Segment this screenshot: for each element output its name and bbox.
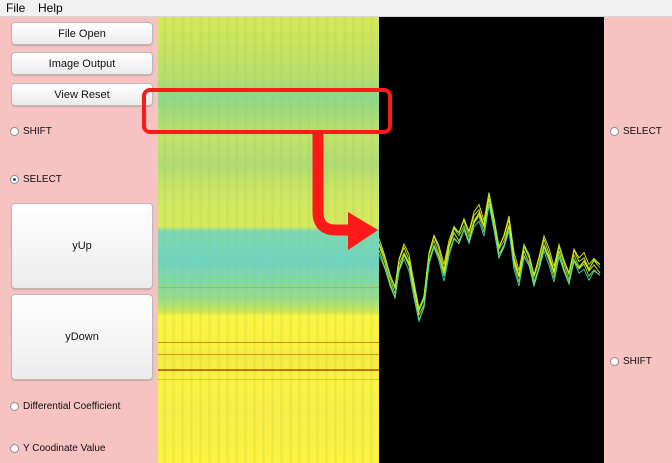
left-shift-radio-label: SHIFT (23, 126, 52, 137)
left-shift-radio[interactable]: SHIFT (10, 126, 52, 137)
view-reset-button[interactable]: View Reset (11, 83, 153, 106)
file-open-button[interactable]: File Open (11, 22, 153, 45)
right-shift-radio-dot-icon (610, 357, 619, 366)
y-coordinate-value-radio-dot-icon (10, 444, 19, 453)
menu-help[interactable]: Help (38, 1, 63, 15)
waveform-trace (379, 194, 601, 313)
waveform-trace (379, 203, 601, 322)
left-select-radio-dot-icon (10, 175, 19, 184)
heatmap-stripe (158, 379, 379, 380)
heatmap-stripe (158, 354, 379, 355)
y-coordinate-value-radio[interactable]: Y Coodinate Value (10, 443, 105, 454)
waveform-trace (379, 198, 601, 317)
right-shift-radio[interactable]: SHIFT (610, 356, 652, 367)
waveform-trace (379, 205, 601, 324)
right-shift-radio-label: SHIFT (623, 356, 652, 367)
differential-coefficient-radio-label: Differential Coefficient (23, 401, 121, 412)
right-select-radio[interactable]: SELECT (610, 126, 662, 137)
waveform-plot[interactable] (379, 17, 604, 463)
image-output-button[interactable]: Image Output (11, 52, 153, 75)
differential-coefficient-radio-dot-icon (10, 402, 19, 411)
left-select-radio[interactable]: SELECT (10, 174, 62, 185)
left-select-radio-label: SELECT (23, 174, 62, 185)
right-control-panel: SELECT SHIFT (604, 17, 672, 463)
y-down-button[interactable]: yDown (11, 294, 153, 380)
waveform-svg (379, 192, 601, 324)
right-select-radio-dot-icon (610, 127, 619, 136)
y-coordinate-value-radio-label: Y Coodinate Value (23, 443, 106, 454)
heatmap-stripe (158, 287, 379, 288)
menu-file[interactable]: File (6, 1, 26, 15)
right-select-radio-label: SELECT (623, 126, 662, 137)
waveform-trace (379, 194, 601, 313)
menu-bar: File Help (0, 0, 672, 17)
y-up-button[interactable]: yUp (11, 203, 153, 289)
left-shift-radio-dot-icon (10, 127, 19, 136)
heatmap-stripe (158, 342, 379, 343)
heatmap-view[interactable] (158, 17, 379, 463)
heatmap-stripe (158, 369, 379, 371)
left-control-panel: File Open Image Output View Reset SHIFT … (0, 17, 158, 463)
differential-coefficient-radio[interactable]: Differential Coefficient (10, 401, 120, 412)
waveform-trace (379, 193, 601, 312)
